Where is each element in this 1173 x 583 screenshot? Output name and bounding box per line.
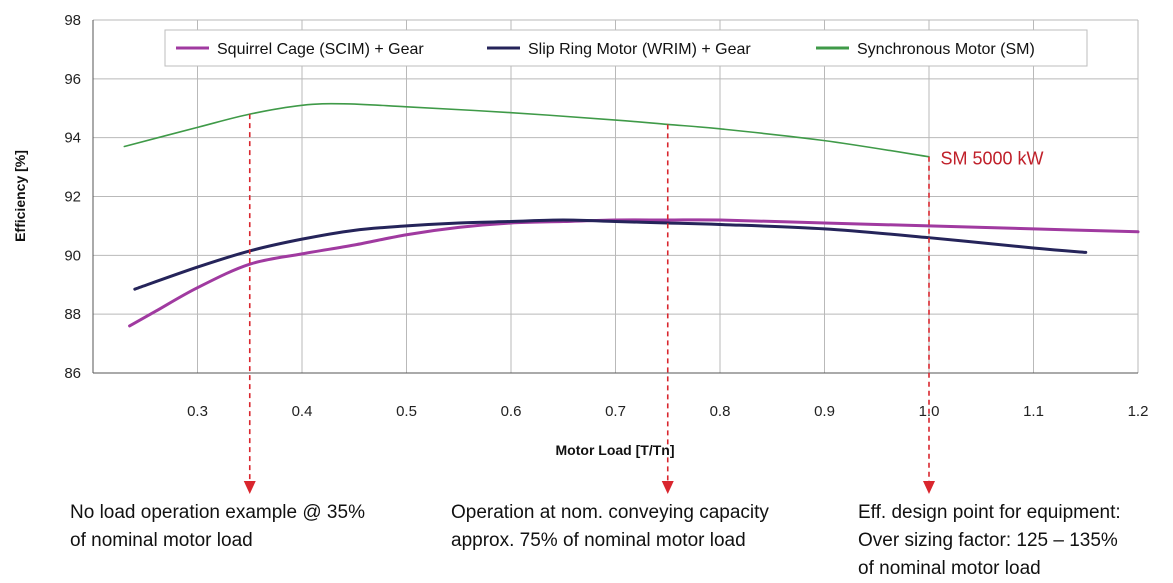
note-line: approx. 75% of nominal motor load (451, 530, 746, 551)
x-tick-label: 1.1 (1023, 403, 1044, 420)
y-tick-label: 90 (64, 247, 81, 264)
note-line: of nominal motor load (858, 558, 1041, 579)
x-tick-label: 0.8 (710, 403, 731, 420)
x-tick-label: 0.3 (187, 403, 208, 420)
marker-arrowhead (243, 481, 256, 494)
sm-annotation: SM 5000 kW (940, 148, 1043, 168)
series-line-1 (128, 218, 1140, 328)
x-tick-label: 1.2 (1128, 403, 1149, 420)
note-line: Eff. design point for equipment: (858, 502, 1121, 523)
note-line: of nominal motor load (70, 530, 253, 551)
x-tick-label: 0.5 (396, 403, 417, 420)
y-tick-label: 86 (64, 365, 81, 382)
marker-arrowhead (923, 481, 935, 494)
series-lines (123, 102, 1140, 328)
y-tick-label: 96 (64, 71, 81, 88)
y-axis-label: Efficiency [%] (12, 150, 28, 242)
note-line: Operation at nom. conveying capacity (451, 502, 769, 523)
load-markers (243, 114, 935, 494)
legend-entry: Synchronous Motor (SM) (857, 41, 1035, 58)
legend-box (164, 29, 1088, 67)
marker-arrowhead (661, 481, 674, 494)
y-tick-label: 88 (64, 306, 81, 323)
x-tick-label: 0.4 (292, 403, 313, 420)
series-line-3 (123, 102, 930, 158)
note-line: No load operation example @ 35% (70, 502, 365, 523)
y-tick-label: 92 (64, 189, 81, 206)
legend-entry: Squirrel Cage (SCIM) + Gear (217, 41, 424, 58)
legend: Squirrel Cage (SCIM) + Gear Slip Ring Mot… (164, 29, 1088, 67)
x-tick-label: 0.6 (501, 403, 522, 420)
note-design-point: Eff. design point for equipment: Over si… (858, 499, 1121, 583)
note-nominal-capacity: Operation at nom. conveying capacity app… (451, 499, 769, 555)
x-tick-label: 0.9 (814, 403, 835, 420)
y-tick-label: 98 (64, 12, 81, 29)
note-no-load: No load operation example @ 35% of nomin… (70, 499, 365, 555)
note-line: Over sizing factor: 125 – 135% (858, 530, 1118, 551)
legend-entry: Slip Ring Motor (WRIM) + Gear (528, 41, 751, 58)
y-tick-label: 94 (64, 130, 81, 147)
series-line-2 (133, 218, 1088, 291)
grid (92, 19, 1139, 374)
x-axis-label: Motor Load [T/Tn] (556, 442, 675, 458)
x-tick-label: 0.7 (605, 403, 626, 420)
